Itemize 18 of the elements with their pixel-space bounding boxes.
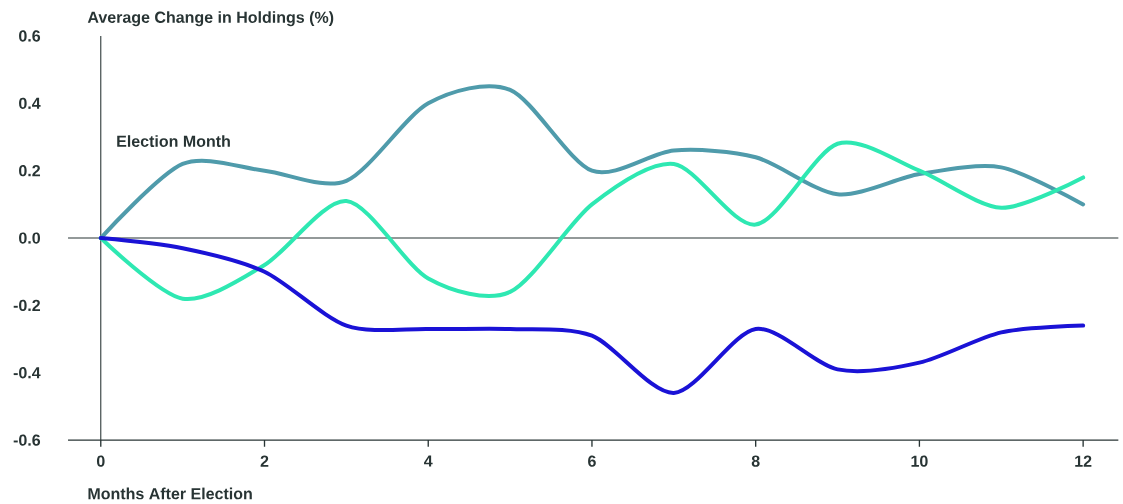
x-tick-label: 6 bbox=[588, 455, 596, 467]
y-axis-title: Average Change in Holdings (%) bbox=[87, 11, 334, 27]
y-tick-label: -0.4 bbox=[13, 367, 41, 379]
x-axis-title: Months After Election bbox=[88, 487, 252, 500]
y-tick-label: 0.4 bbox=[19, 97, 41, 109]
x-tick-label: 8 bbox=[751, 455, 760, 467]
y-tick-label: -0.6 bbox=[13, 434, 41, 446]
line-series bbox=[98, 236, 1086, 395]
y-tick-label: 0.0 bbox=[19, 232, 40, 244]
x-tick-label: 2 bbox=[260, 455, 269, 467]
x-tick-label: 4 bbox=[424, 455, 433, 467]
x-tick-label: 10 bbox=[911, 455, 928, 467]
ref-line-label: Election Month bbox=[117, 135, 230, 147]
y-tick-label: 0.2 bbox=[19, 164, 41, 177]
x-tick-label: 12 bbox=[1075, 455, 1092, 467]
y-tick-label: -0.2 bbox=[13, 299, 41, 312]
x-tick-label: 0 bbox=[96, 455, 105, 467]
y-tick-label: 0.6 bbox=[19, 30, 41, 42]
